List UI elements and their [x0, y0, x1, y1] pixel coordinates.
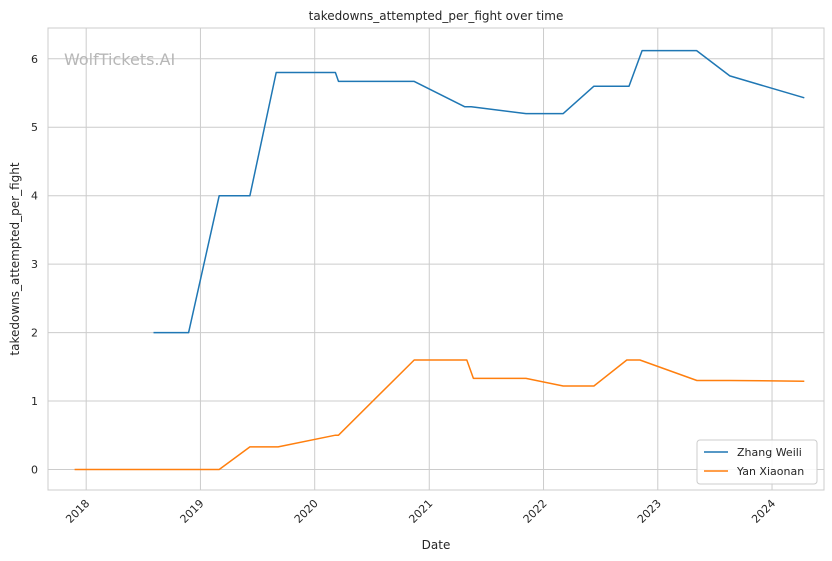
legend-box — [696, 439, 818, 485]
x-tick-label: 2020 — [292, 497, 321, 526]
series-line-yan-xiaonan — [74, 359, 805, 471]
plot-area — [47, 27, 825, 491]
y-tick-label: 5 — [31, 121, 38, 134]
y-axis-label: takedowns_attempted_per_fight — [8, 162, 22, 355]
x-tick-label: 2023 — [635, 497, 664, 526]
y-tick-label: 6 — [31, 53, 38, 66]
y-tick-label: 3 — [31, 258, 38, 271]
legend: Zhang Weili Yan Xiaonan — [696, 439, 818, 485]
y-tick-label: 1 — [31, 395, 38, 408]
x-axis-label: Date — [422, 538, 451, 552]
x-tick-label: 2024 — [749, 497, 778, 526]
series-lines — [74, 49, 805, 471]
grid-lines — [48, 28, 824, 490]
x-tick-label: 2019 — [178, 497, 207, 526]
x-tick-label: 2018 — [63, 497, 92, 526]
legend-label: Zhang Weili — [737, 446, 802, 459]
chart-title: takedowns_attempted_per_fight over time — [309, 9, 564, 23]
x-tick-label: 2021 — [406, 497, 435, 526]
watermark: WolfTickets.AI — [64, 50, 175, 69]
series-line-zhang-weili — [153, 49, 805, 334]
legend-label: Yan Xiaonan — [736, 465, 804, 478]
x-tick-label: 2022 — [521, 497, 550, 526]
y-tick-label: 0 — [31, 463, 38, 476]
y-tick-label: 2 — [31, 327, 38, 340]
y-tick-label: 4 — [31, 190, 38, 203]
